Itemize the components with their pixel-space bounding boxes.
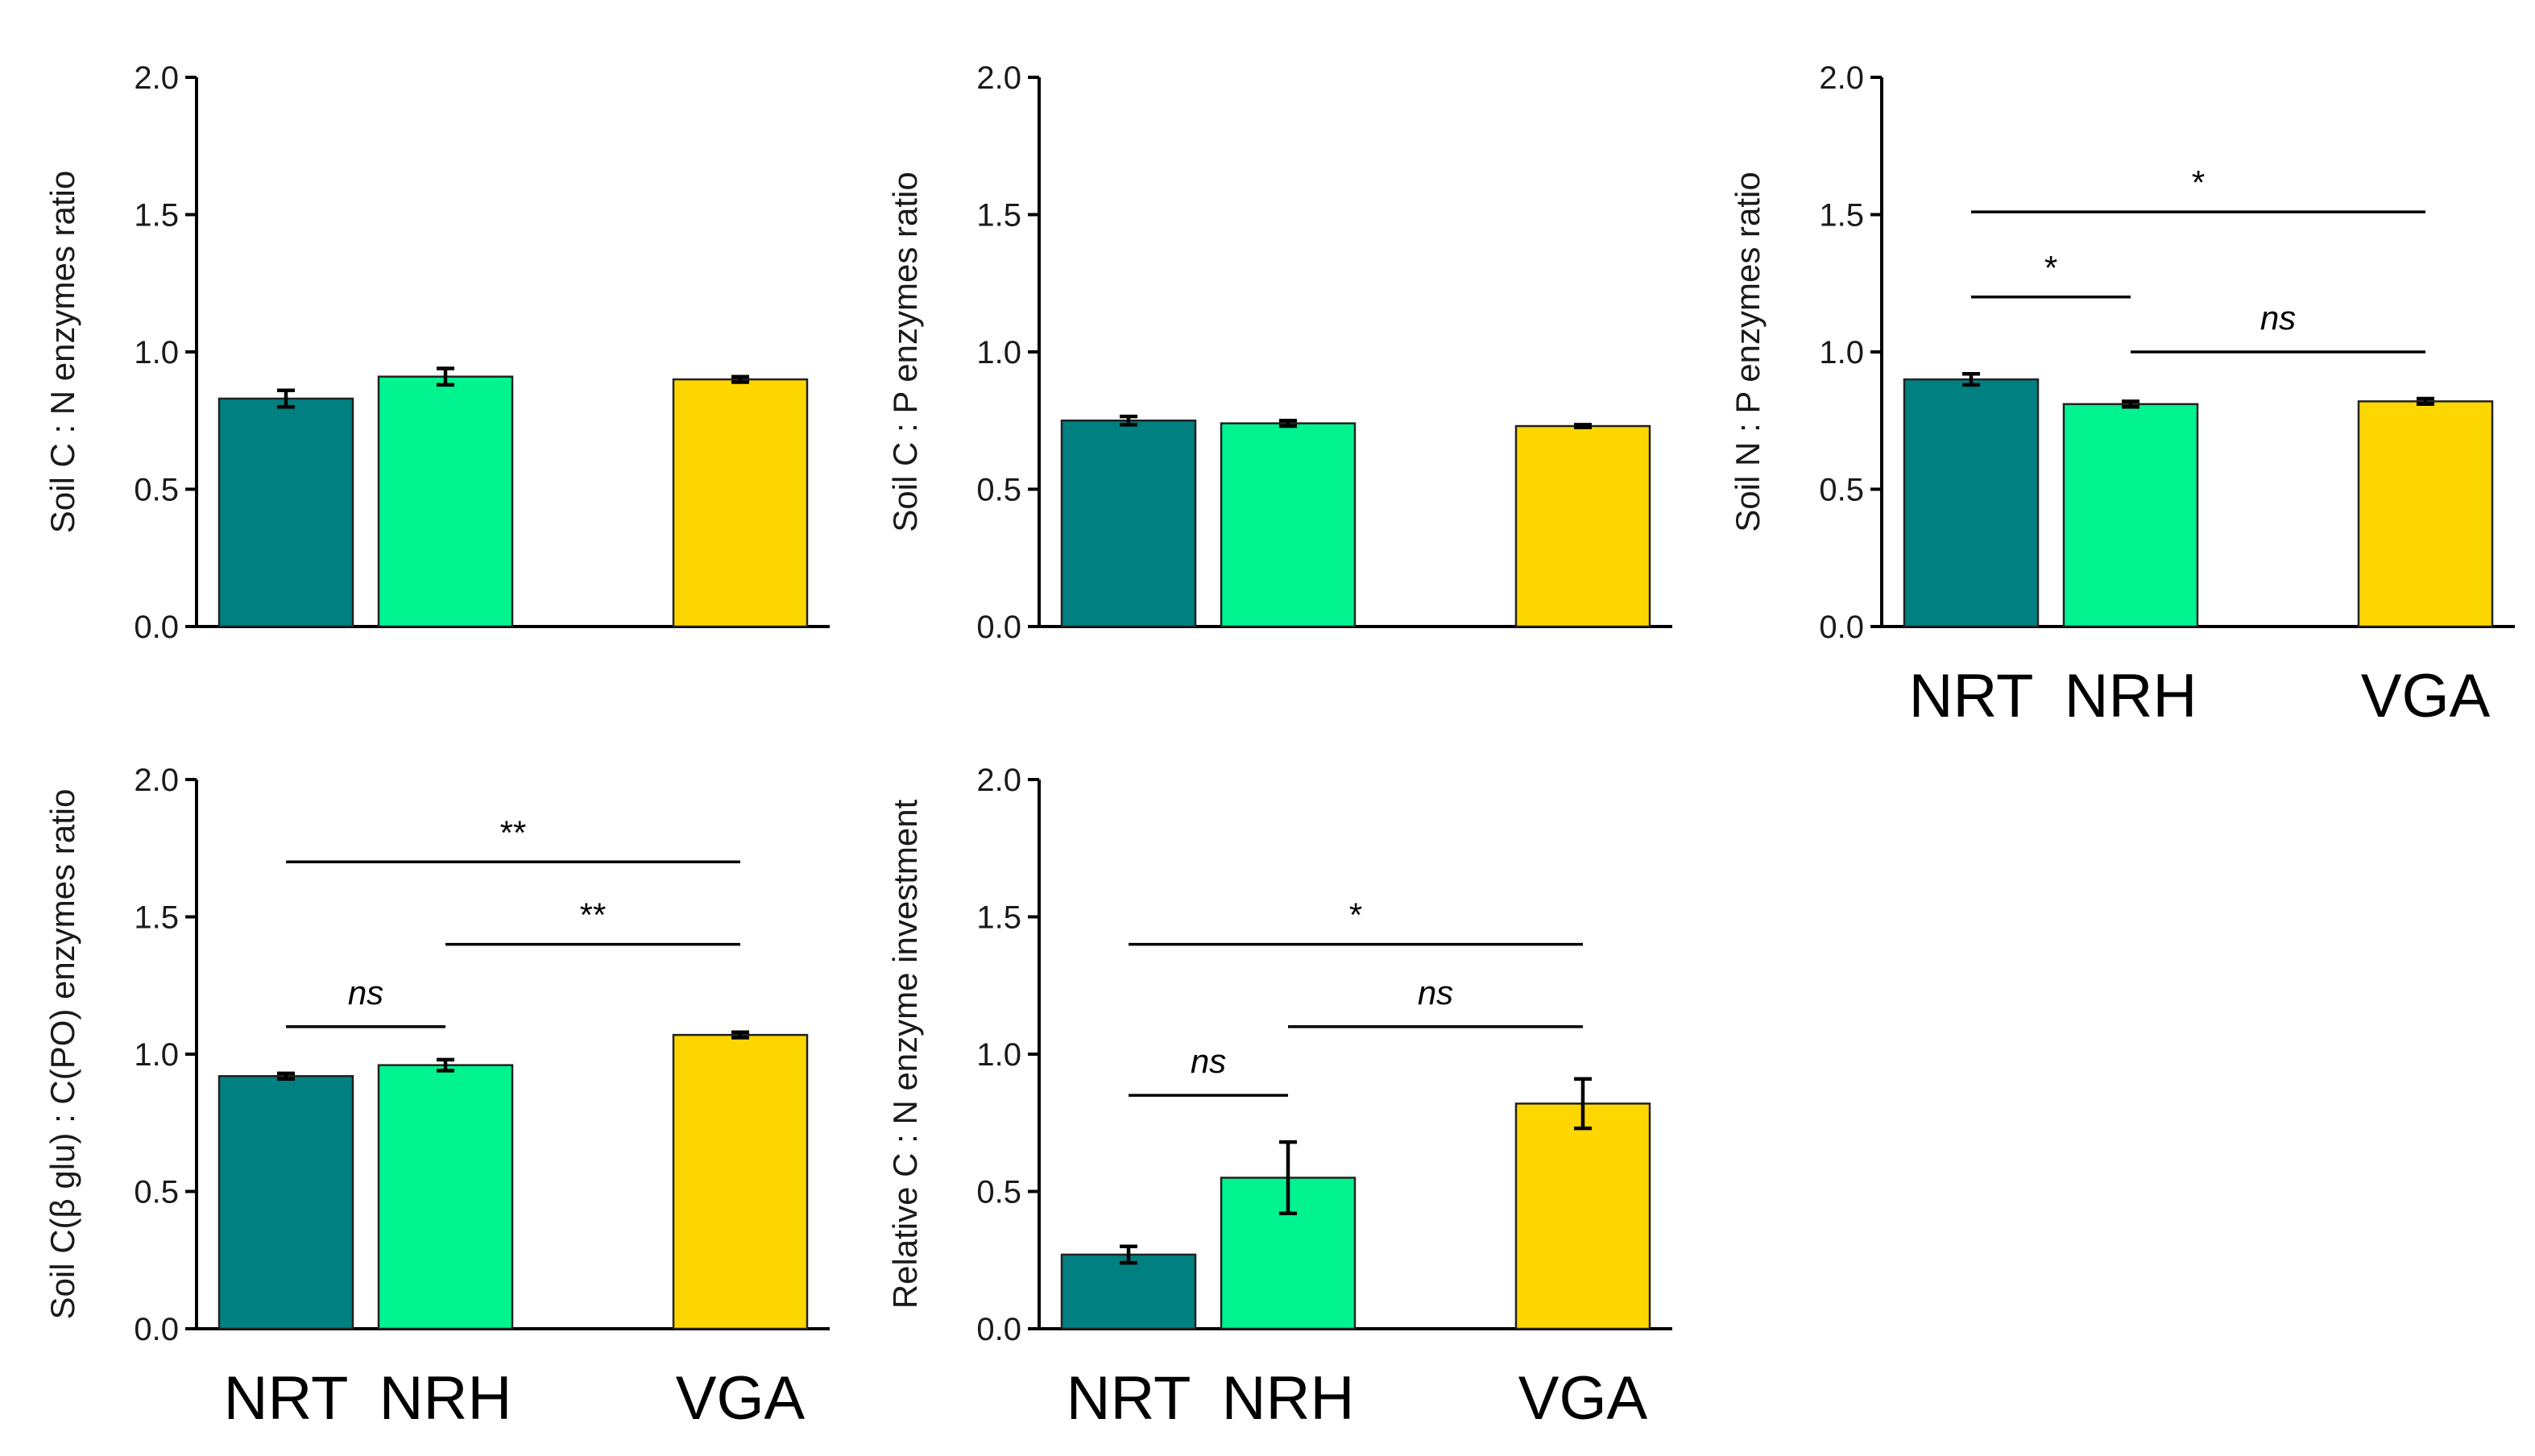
y-axis-label: Soil C : N enzymes ratio	[43, 171, 81, 533]
bar-vga	[672, 378, 809, 628]
significance-label: ns	[1191, 1042, 1226, 1080]
category-label-vga: VGA	[2361, 662, 2491, 730]
category-label-nrt: NRT	[224, 1364, 349, 1433]
y-tick-label: 0.0	[976, 1312, 1021, 1347]
bar-nrt	[217, 397, 354, 628]
y-axis-label: Soil C(β glu) : C(PO) enzymes ratio	[43, 789, 81, 1320]
y-tick-label: 1.0	[976, 1037, 1021, 1073]
category-label-nrt: NRT	[1909, 662, 2034, 730]
bar-nrt	[1903, 378, 2040, 628]
chart-panel-3: 0.0 0.5 1.0 1.5 2.0 Soil N : P enzymes ratio N…	[1729, 60, 2515, 730]
bar-nrt	[1060, 1253, 1197, 1330]
y-tick-label: 0.5	[134, 1175, 179, 1210]
y-tick-label: 1.0	[976, 335, 1021, 370]
y-tick-label: 1.5	[976, 900, 1021, 936]
y-axis-label: Relative C : N enzyme investment	[886, 799, 924, 1309]
y-tick-label: 0.0	[134, 610, 179, 645]
y-tick-label: 0.5	[976, 1175, 1021, 1210]
chart-panel-4: 0.0 0.5 1.0 1.5 2.0 Soil C(β glu) : C(PO) enz…	[43, 763, 830, 1433]
significance-label: **	[580, 896, 607, 934]
y-tick-label: 0.0	[1819, 610, 1864, 645]
significance-label: **	[500, 813, 527, 851]
significance-label: *	[2044, 249, 2057, 287]
bar-vga	[1514, 424, 1651, 628]
y-axis-label: Soil N : P enzymes ratio	[1729, 172, 1767, 532]
y-tick-label: 1.5	[134, 198, 179, 234]
significance-label: *	[1349, 896, 1362, 934]
y-tick-label: 1.5	[1819, 198, 1864, 234]
chart-panel-2: 0.0 0.5 1.0 1.5 2.0 Soil C : P enzymes ratio	[886, 60, 1672, 645]
y-tick-label: 1.0	[1819, 335, 1864, 370]
bar-vga	[2357, 400, 2494, 628]
y-tick-label: 2.0	[134, 763, 179, 798]
bar-nrt	[217, 1075, 354, 1330]
category-label-nrh: NRH	[2065, 662, 2197, 730]
y-tick-label: 1.5	[134, 900, 179, 936]
bar-nrh	[377, 1064, 514, 1330]
y-tick-label: 1.0	[134, 1037, 179, 1073]
significance-label: *	[2192, 163, 2205, 201]
category-label-vga: VGA	[676, 1364, 806, 1433]
bar-vga	[1514, 1102, 1651, 1330]
y-tick-label: 0.0	[976, 610, 1021, 645]
chart-panel-1: 0.0 0.5 1.0 1.5 2.0 Soil C : N enzymes ratio	[43, 60, 830, 645]
y-tick-label: 0.0	[134, 1312, 179, 1347]
bar-nrh	[1220, 422, 1357, 628]
bar-nrh	[2062, 403, 2199, 628]
bar-vga	[672, 1033, 809, 1330]
category-label-nrh: NRH	[1222, 1364, 1355, 1433]
category-label-vga: VGA	[1518, 1364, 1648, 1433]
y-tick-label: 1.0	[134, 335, 179, 370]
y-tick-label: 1.5	[976, 198, 1021, 234]
y-tick-label: 2.0	[976, 60, 1021, 96]
bar-nrh	[377, 375, 514, 628]
y-tick-label: 0.5	[976, 473, 1021, 508]
significance-label: ns	[1418, 974, 1453, 1011]
category-label-nrh: NRH	[379, 1364, 512, 1433]
y-tick-label: 0.5	[134, 473, 179, 508]
y-tick-label: 2.0	[976, 763, 1021, 798]
y-axis-label: Soil C : P enzymes ratio	[886, 172, 924, 532]
category-label-nrt: NRT	[1067, 1364, 1191, 1433]
chart-panel-5: 0.0 0.5 1.0 1.5 2.0 Relative C : N enzyme inv…	[886, 763, 1672, 1433]
bar-nrt	[1060, 420, 1197, 628]
y-tick-label: 2.0	[134, 60, 179, 96]
y-tick-label: 2.0	[1819, 60, 1864, 96]
y-tick-label: 0.5	[1819, 473, 1864, 508]
significance-label: ns	[348, 974, 383, 1011]
significance-label: ns	[2260, 299, 2296, 337]
